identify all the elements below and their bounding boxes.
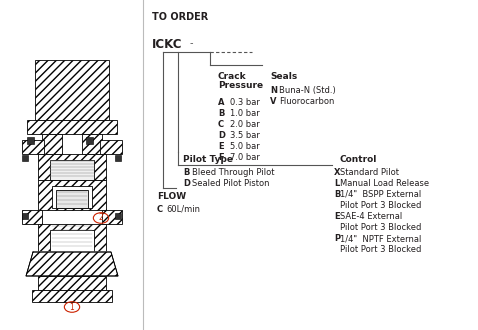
Bar xyxy=(115,155,121,161)
Text: -: - xyxy=(190,38,194,48)
Bar xyxy=(35,60,109,120)
Text: Buna-N (Std.): Buna-N (Std.) xyxy=(279,86,336,95)
Text: Manual Load Release: Manual Load Release xyxy=(340,179,429,188)
Bar xyxy=(22,213,28,219)
Text: 3.5 bar: 3.5 bar xyxy=(230,131,260,140)
Text: D: D xyxy=(218,131,225,140)
Bar xyxy=(27,137,34,144)
Text: 1/4"  NPTF External: 1/4" NPTF External xyxy=(340,234,422,243)
Bar xyxy=(38,154,106,180)
Text: Pilot Port 3 Blocked: Pilot Port 3 Blocked xyxy=(340,223,422,232)
Bar xyxy=(115,213,121,219)
Text: Pilot Type: Pilot Type xyxy=(183,155,233,164)
Text: E: E xyxy=(218,142,224,151)
Bar xyxy=(56,190,88,208)
Bar xyxy=(100,140,122,154)
Text: Pilot Port 3 Blocked: Pilot Port 3 Blocked xyxy=(340,201,422,210)
Bar xyxy=(22,155,28,161)
Text: Crack: Crack xyxy=(218,72,247,81)
Text: E: E xyxy=(334,212,340,221)
Bar xyxy=(86,137,93,144)
Bar xyxy=(38,276,106,290)
Text: C: C xyxy=(157,205,163,214)
Text: C: C xyxy=(218,120,224,129)
Text: B: B xyxy=(218,109,224,118)
Text: 1.0 bar: 1.0 bar xyxy=(230,109,260,118)
Text: X: X xyxy=(334,168,340,177)
Bar xyxy=(50,230,94,252)
Text: TO ORDER: TO ORDER xyxy=(152,12,208,22)
Bar xyxy=(22,140,44,154)
Text: D: D xyxy=(183,179,190,188)
Text: Bleed Through Pilot: Bleed Through Pilot xyxy=(192,168,274,177)
Text: V: V xyxy=(270,97,276,106)
Text: N: N xyxy=(270,86,277,95)
Bar xyxy=(22,210,42,224)
Text: FLOW: FLOW xyxy=(157,192,186,201)
Text: Pilot Port 3 Blocked: Pilot Port 3 Blocked xyxy=(340,245,422,254)
Text: Control: Control xyxy=(340,155,377,164)
Bar xyxy=(52,186,92,208)
Bar xyxy=(38,180,106,210)
Text: Standard Pilot: Standard Pilot xyxy=(340,168,399,177)
Text: 2: 2 xyxy=(98,214,103,222)
Bar xyxy=(82,134,102,154)
Text: 0.3 bar: 0.3 bar xyxy=(230,98,260,107)
Polygon shape xyxy=(26,252,118,276)
Bar xyxy=(42,134,62,154)
Text: SAE-4 External: SAE-4 External xyxy=(340,212,402,221)
Text: L: L xyxy=(334,179,339,188)
Text: 5.0 bar: 5.0 bar xyxy=(230,142,260,151)
Bar xyxy=(38,224,106,252)
Text: 7.0 bar: 7.0 bar xyxy=(230,153,260,162)
Text: B: B xyxy=(334,190,340,199)
Text: Sealed Pilot Piston: Sealed Pilot Piston xyxy=(192,179,270,188)
Text: P: P xyxy=(334,234,340,243)
Text: Fluorocarbon: Fluorocarbon xyxy=(279,97,335,106)
Bar xyxy=(32,290,112,302)
Text: 2.0 bar: 2.0 bar xyxy=(230,120,260,129)
Text: 1/4"  BSPP External: 1/4" BSPP External xyxy=(340,190,421,199)
Bar xyxy=(50,160,94,180)
Bar xyxy=(27,120,117,134)
Text: 60L/min: 60L/min xyxy=(166,205,200,214)
Text: ICKC: ICKC xyxy=(152,38,183,51)
Text: 1: 1 xyxy=(70,303,75,312)
Bar xyxy=(102,210,122,224)
Polygon shape xyxy=(26,252,118,276)
Text: Pressure: Pressure xyxy=(218,81,263,90)
Text: F: F xyxy=(218,153,224,162)
Text: Seals: Seals xyxy=(270,72,297,81)
Text: A: A xyxy=(218,98,225,107)
Text: B: B xyxy=(183,168,189,177)
